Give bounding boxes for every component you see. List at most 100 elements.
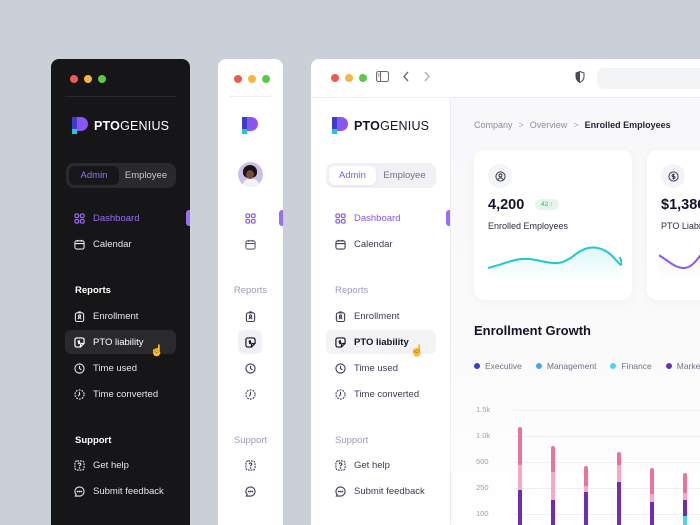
reports-section-label: Reports — [335, 285, 369, 296]
nav-label: Time converted — [354, 388, 420, 400]
user-circle-icon — [488, 164, 512, 188]
clock-dashed-icon — [335, 388, 346, 400]
close-window-button[interactable] — [234, 75, 242, 83]
address-bar[interactable] — [597, 68, 700, 89]
y-axis-label: 1.5k — [476, 405, 491, 414]
maximize-window-button[interactable] — [262, 75, 270, 83]
minimize-window-button[interactable] — [248, 75, 256, 83]
brand-logo[interactable]: PTOGENIUS — [332, 117, 429, 134]
brand-name: PTOGENIUS — [354, 118, 430, 133]
y-axis-label: 500 — [476, 457, 489, 466]
nav-submit-feedback[interactable]: Submit feedback — [326, 479, 436, 503]
maximize-window-button[interactable] — [359, 74, 367, 82]
bar-segment — [551, 446, 555, 472]
role-employee-tab[interactable]: Employee — [383, 170, 426, 181]
bar-segment — [551, 472, 555, 500]
nav-enrollment[interactable]: Enrollment — [326, 304, 436, 328]
calendar-icon — [74, 239, 85, 250]
breadcrumb-overview[interactable]: Overview — [529, 120, 568, 130]
legend-dot — [610, 363, 617, 369]
maximize-window-button[interactable] — [98, 75, 106, 83]
shield-privacy-icon[interactable] — [575, 71, 585, 83]
sparkline-chart — [487, 246, 622, 280]
calendar-icon — [335, 239, 346, 250]
logo-icon[interactable] — [242, 117, 258, 139]
nav-dashboard[interactable]: Dashboard — [326, 206, 436, 230]
grid-line — [514, 436, 700, 437]
support-section-label: Support — [75, 435, 112, 446]
nav-pto-liability[interactable]: PTO liability — [326, 330, 436, 354]
nav-time-converted[interactable]: Time converted — [65, 382, 176, 406]
nav-get-help[interactable]: Get help — [65, 453, 176, 477]
nav-label: Dashboard — [93, 212, 140, 224]
nav-get-help[interactable]: Get help — [326, 453, 436, 477]
close-window-button[interactable] — [70, 75, 78, 83]
reports-section-label: Reports — [233, 285, 268, 296]
nav-get-help-icon-button[interactable] — [238, 453, 262, 477]
chart-bar[interactable] — [518, 427, 522, 525]
nav-submit-feedback[interactable]: Submit feedback — [65, 479, 176, 503]
nav-enrollment[interactable]: Enrollment — [65, 304, 176, 328]
close-window-button[interactable] — [331, 74, 339, 82]
back-arrow-icon[interactable] — [402, 71, 410, 82]
chart-bar[interactable] — [650, 468, 654, 525]
user-avatar[interactable] — [238, 162, 263, 187]
legend-item[interactable]: Executive — [474, 361, 522, 371]
nav-time-used-icon-button[interactable] — [238, 356, 262, 380]
chevron-right-icon: > — [573, 120, 579, 130]
nav-label: Get help — [354, 459, 390, 471]
dollar-circle-icon — [661, 164, 685, 188]
bar-segment — [683, 493, 687, 500]
nav-dashboard-icon-button[interactable] — [238, 206, 262, 230]
nav-submit-feedback-icon-button[interactable] — [238, 479, 262, 503]
nav-calendar[interactable]: Calendar — [65, 232, 176, 256]
nav-dashboard[interactable]: Dashboard — [65, 206, 176, 230]
brand-logo[interactable]: PTOGENIUS — [72, 117, 169, 134]
chart-bar[interactable] — [551, 446, 555, 525]
divider — [230, 96, 271, 97]
bar-segment — [683, 473, 687, 493]
legend-item[interactable]: Management — [535, 361, 596, 371]
card-value: 4,200 — [488, 197, 525, 213]
role-employee-tab[interactable]: Employee — [124, 170, 168, 181]
grid-line — [514, 488, 700, 489]
enrolled-employees-card[interactable]: 4,200 42 ↑ Enrolled Employees — [474, 150, 632, 300]
sidebar-toggle-icon[interactable] — [376, 71, 389, 82]
legend-item[interactable]: Finance — [610, 361, 652, 371]
nav-calendar-icon-button[interactable] — [238, 232, 262, 256]
hand-cursor-icon: ☝ — [410, 345, 424, 357]
nav-time-converted-icon-button[interactable] — [238, 382, 262, 406]
nav-label: Submit feedback — [354, 485, 425, 497]
nav-time-used[interactable]: Time used — [326, 356, 436, 380]
minimize-window-button[interactable] — [345, 74, 353, 82]
legend-item[interactable]: Marke — [665, 361, 700, 371]
id-badge-icon — [335, 310, 346, 322]
dark-sidebar-window: PTOGENIUS Admin Employee Dashboard Calen… — [51, 59, 190, 525]
chat-icon — [74, 485, 85, 497]
legend-dot — [535, 363, 542, 369]
chart-bar[interactable] — [617, 452, 621, 525]
main-content: Company > Overview > Enrolled Employees … — [451, 98, 700, 525]
active-indicator — [186, 210, 190, 226]
role-admin-tab[interactable]: Admin — [69, 166, 119, 185]
role-admin-tab[interactable]: Admin — [329, 166, 376, 185]
nav-time-used[interactable]: Time used — [65, 356, 176, 380]
nav-pto-liability[interactable]: PTO liability — [65, 330, 176, 354]
forward-arrow-icon[interactable] — [423, 71, 431, 82]
minimize-window-button[interactable] — [84, 75, 92, 83]
nav-label: PTO liability — [93, 336, 144, 348]
brand-name: PTOGENIUS — [94, 118, 170, 133]
grid-line — [514, 514, 700, 515]
window-controls — [234, 75, 270, 83]
nav-enrollment-icon-button[interactable] — [238, 304, 262, 328]
nav-calendar[interactable]: Calendar — [326, 232, 436, 256]
nav-time-converted[interactable]: Time converted — [326, 382, 436, 406]
chart-bar[interactable] — [683, 473, 687, 525]
breadcrumb-company[interactable]: Company — [474, 120, 513, 130]
active-indicator — [279, 210, 283, 226]
chart-bar[interactable] — [584, 466, 588, 525]
nav-label: Get help — [93, 459, 129, 471]
nav-pto-liability-icon-button[interactable] — [238, 330, 262, 354]
pto-liability-card[interactable]: $1,386,2 PTO Liability — [647, 150, 700, 300]
bar-segment — [584, 486, 588, 492]
